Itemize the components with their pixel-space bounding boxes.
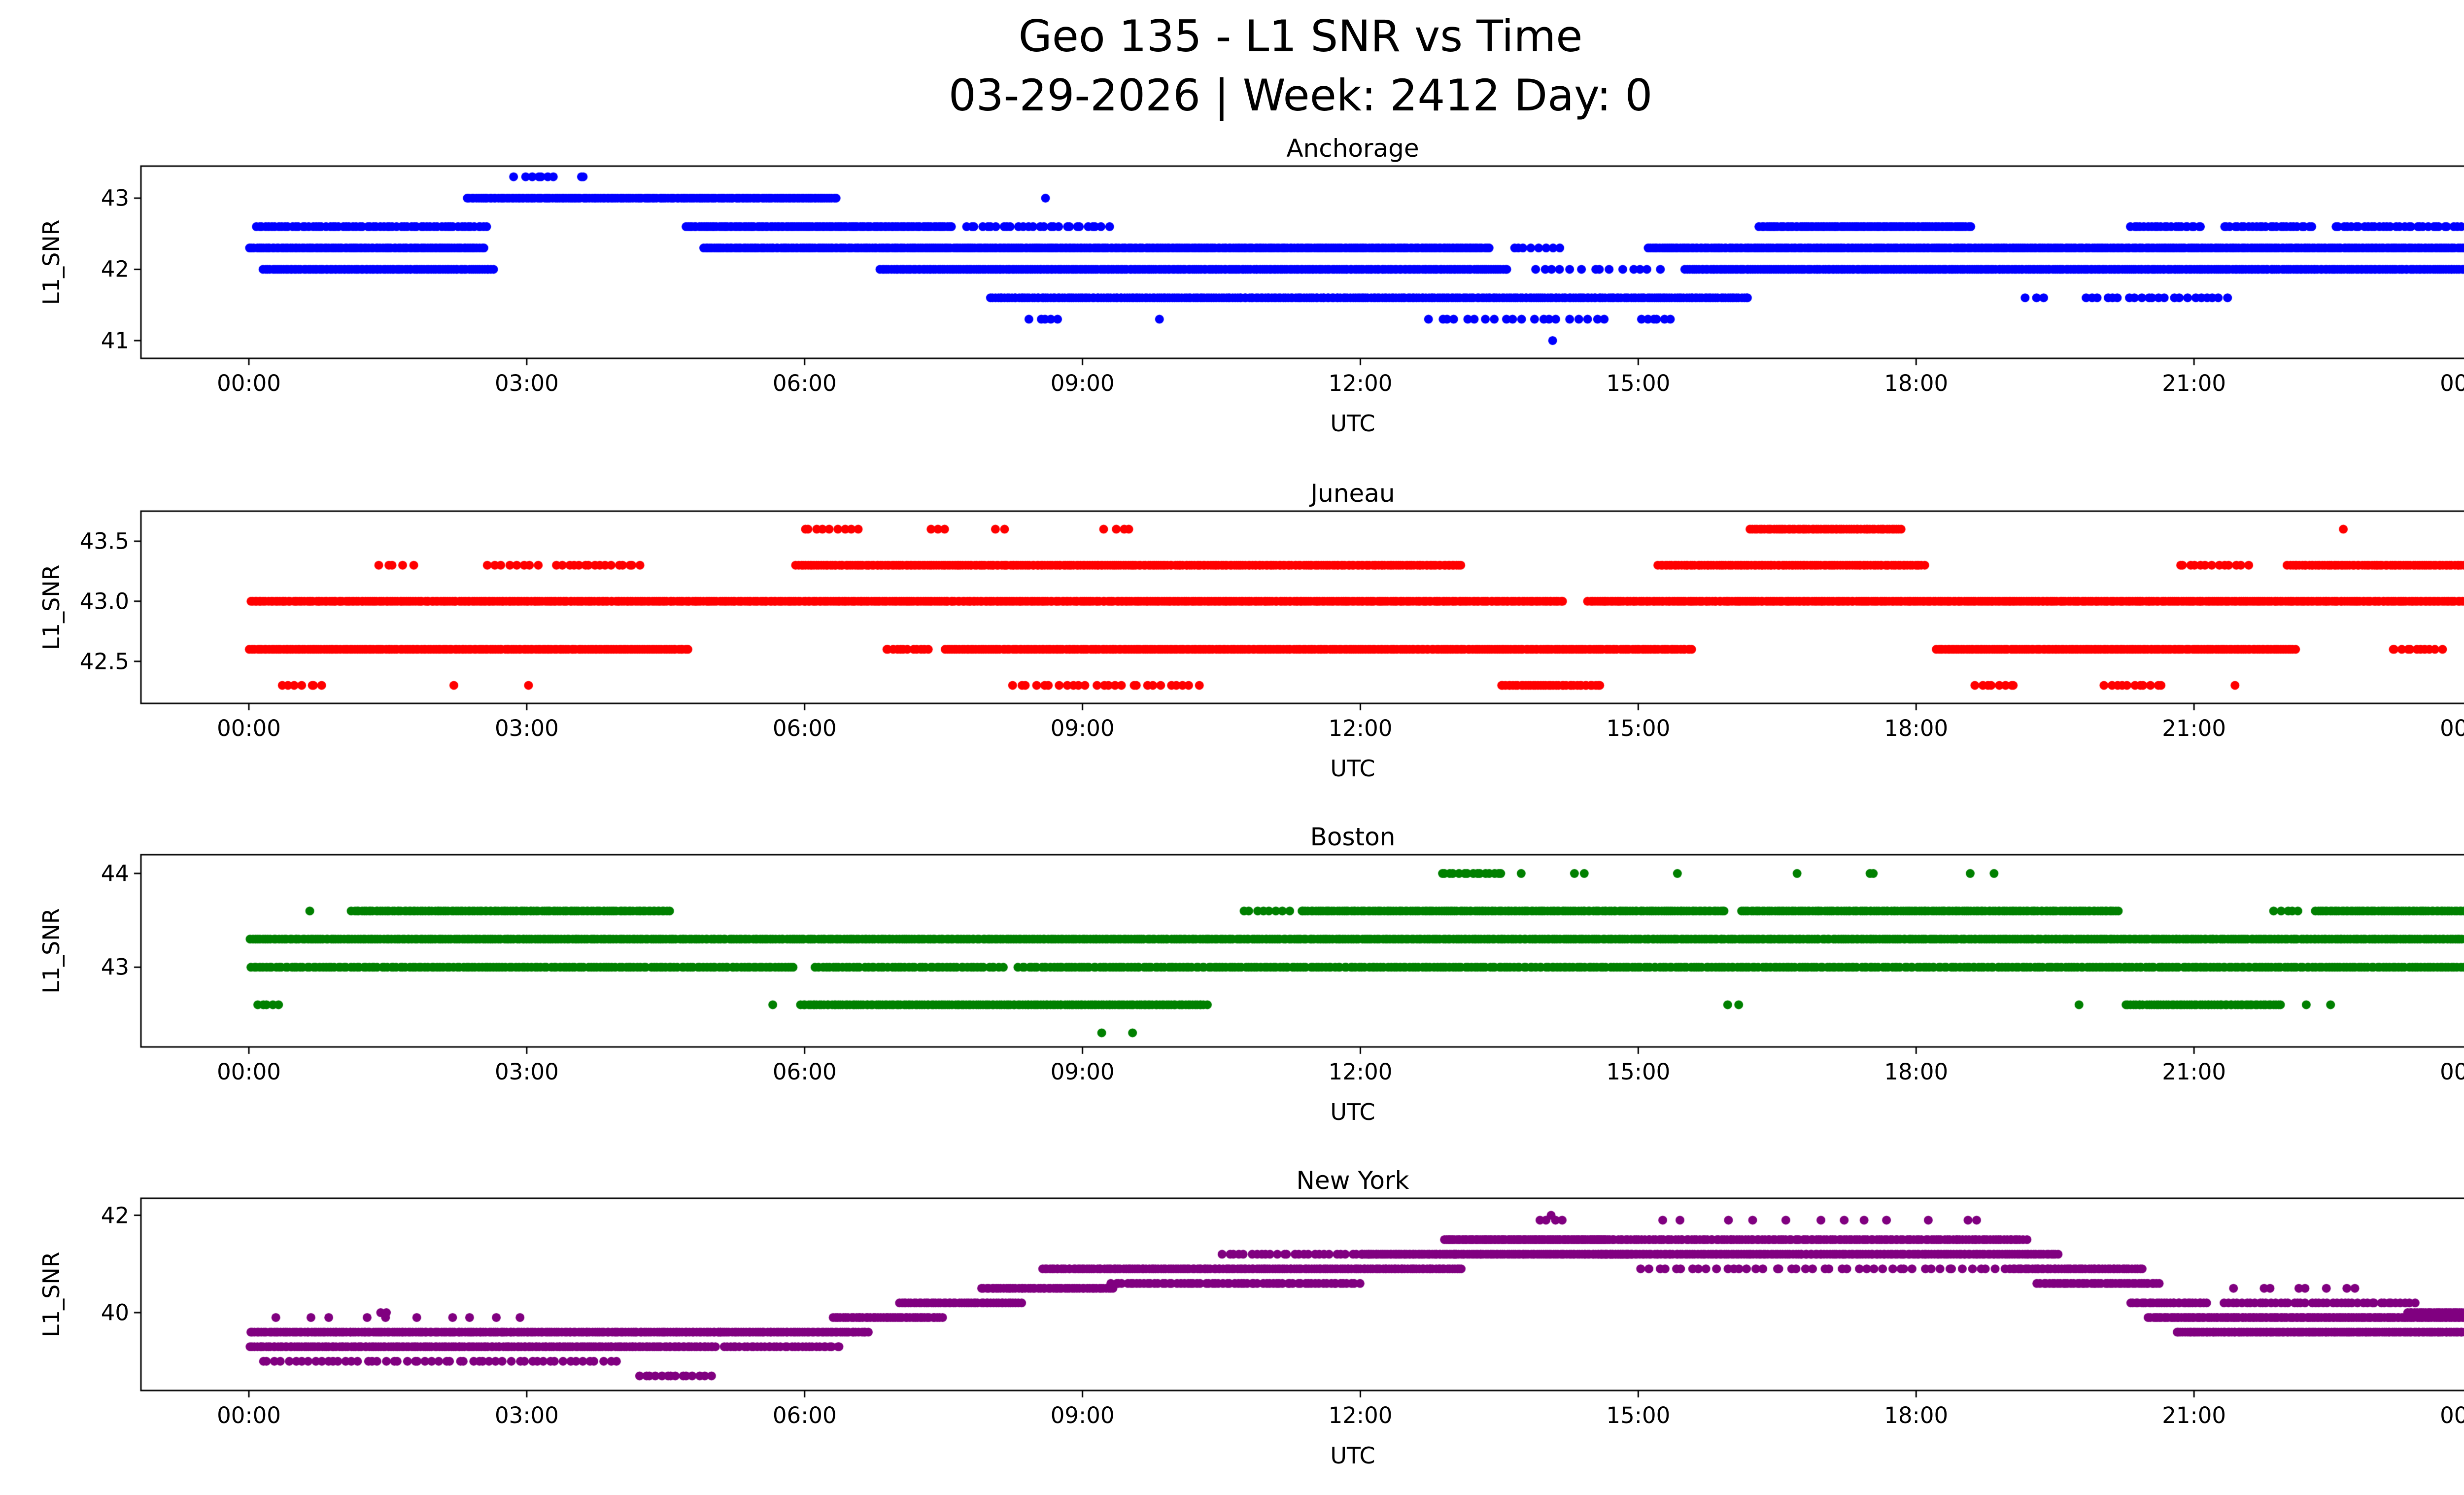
x-tick-label: 12:00 xyxy=(1328,715,1393,741)
y-tick-label: 43.5 xyxy=(79,528,129,555)
x-tick-label: 03:00 xyxy=(495,370,559,396)
y-tick-label: 42.5 xyxy=(79,648,129,675)
y-axis-label-anchorage: L1_SNR xyxy=(38,219,65,305)
x-tick-label: 15:00 xyxy=(1606,1059,1671,1085)
subplot-title-anchorage: Anchorage xyxy=(1286,134,1419,163)
x-tick-label: 21:00 xyxy=(2162,370,2226,396)
x-tick-label: 03:00 xyxy=(495,1059,559,1085)
x-tick-label: 18:00 xyxy=(1884,370,1949,396)
x-tick-label: 06:00 xyxy=(772,1059,837,1085)
x-tick-label: 15:00 xyxy=(1606,1402,1671,1428)
x-tick-label: 15:00 xyxy=(1606,715,1671,741)
x-tick-label: 18:00 xyxy=(1884,1402,1949,1428)
x-tick-label: 00:00 xyxy=(217,1402,281,1428)
x-tick-label: 00:00 xyxy=(217,715,281,741)
x-tick-label: 18:00 xyxy=(1884,1059,1949,1085)
x-tick-label: 06:00 xyxy=(772,1402,837,1428)
y-axis-label-juneau: L1_SNR xyxy=(38,564,65,650)
x-tick-label: 00:00 xyxy=(217,370,281,396)
x-tick-label: 00:00 xyxy=(2440,370,2464,396)
x-axis-label-juneau: UTC xyxy=(1330,755,1375,782)
y-tick-label: 43 xyxy=(101,185,129,211)
x-tick-label: 15:00 xyxy=(1606,370,1671,396)
y-axis-label-new-york: L1_SNR xyxy=(38,1252,65,1337)
y-tick-label: 43.0 xyxy=(79,588,129,615)
y-tick-label: 43 xyxy=(101,954,129,980)
subplot-title-new-york: New York xyxy=(1296,1166,1409,1195)
x-tick-label: 03:00 xyxy=(495,1402,559,1428)
x-tick-label: 21:00 xyxy=(2162,1402,2226,1428)
figure-title: Geo 135 - L1 SNR vs Time xyxy=(1018,11,1583,62)
y-tick-label: 42 xyxy=(101,256,129,282)
x-tick-label: 18:00 xyxy=(1884,715,1949,741)
x-tick-label: 12:00 xyxy=(1328,1402,1393,1428)
x-tick-label: 00:00 xyxy=(2440,715,2464,741)
x-axis-label-anchorage: UTC xyxy=(1330,410,1375,437)
x-tick-label: 21:00 xyxy=(2162,715,2226,741)
x-axis-label-boston: UTC xyxy=(1330,1099,1375,1125)
y-axis-label-boston: L1_SNR xyxy=(38,908,65,994)
y-tick-label: 42 xyxy=(101,1202,129,1229)
y-tick-label: 40 xyxy=(101,1299,129,1326)
x-tick-label: 21:00 xyxy=(2162,1059,2226,1085)
y-tick-label: 44 xyxy=(101,860,129,887)
x-tick-label: 00:00 xyxy=(217,1059,281,1085)
figure-subtitle: 03-29-2026 | Week: 2412 Day: 0 xyxy=(948,70,1653,121)
x-tick-label: 09:00 xyxy=(1050,1059,1115,1085)
x-tick-label: 00:00 xyxy=(2440,1402,2464,1428)
x-tick-label: 03:00 xyxy=(495,715,559,741)
x-tick-label: 09:00 xyxy=(1050,1402,1115,1428)
x-tick-label: 06:00 xyxy=(772,370,837,396)
x-axis-label-new-york: UTC xyxy=(1330,1442,1375,1469)
y-tick-label: 41 xyxy=(101,327,129,354)
x-tick-label: 00:00 xyxy=(2440,1059,2464,1085)
x-tick-label: 09:00 xyxy=(1050,715,1115,741)
x-tick-label: 06:00 xyxy=(772,715,837,741)
subplot-title-juneau: Juneau xyxy=(1310,479,1395,508)
x-tick-label: 09:00 xyxy=(1050,370,1115,396)
x-tick-label: 12:00 xyxy=(1328,370,1393,396)
x-tick-label: 12:00 xyxy=(1328,1059,1393,1085)
subplot-title-boston: Boston xyxy=(1310,823,1396,851)
